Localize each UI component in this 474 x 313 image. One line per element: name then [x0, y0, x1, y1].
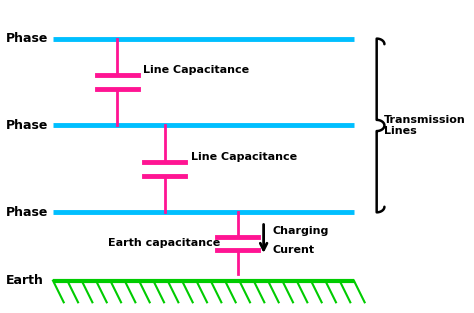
Text: Line Capacitance: Line Capacitance	[143, 65, 249, 74]
Text: Phase: Phase	[6, 119, 48, 132]
Text: Transmission
Lines: Transmission Lines	[384, 115, 466, 136]
Text: Earth capacitance: Earth capacitance	[109, 239, 220, 248]
Text: Phase: Phase	[6, 206, 48, 219]
Text: Curent: Curent	[272, 244, 314, 254]
Text: Phase: Phase	[6, 32, 48, 45]
Text: Charging: Charging	[272, 226, 328, 236]
Text: Line Capacitance: Line Capacitance	[191, 151, 297, 162]
Text: Earth: Earth	[6, 274, 44, 287]
